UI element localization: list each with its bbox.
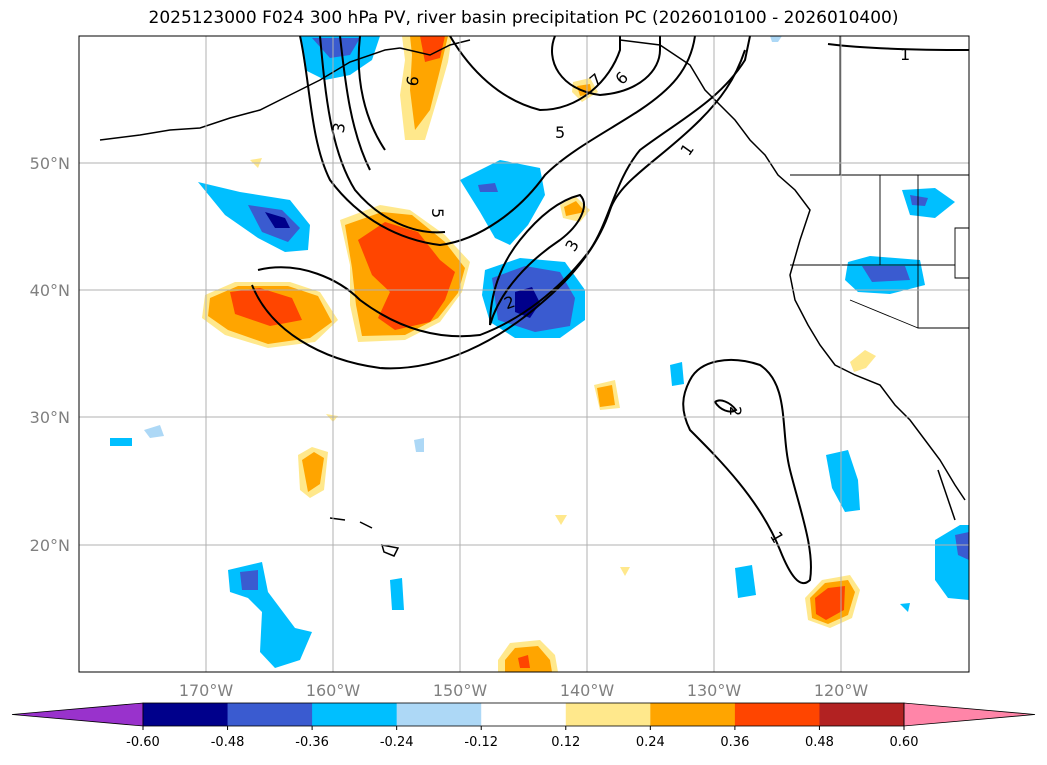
contour-label-3-ridge: 3: [561, 236, 583, 254]
colorbar-tick-label: 0.48: [805, 735, 834, 750]
contour-label-3-trough: 3: [329, 121, 349, 134]
lon-tick-labels: 170°W 160°W 150°W 140°W 130°W 120°W: [179, 681, 869, 700]
colorbar-tick-label: -0.60: [126, 735, 160, 750]
lat-tick-40n: 40°N: [30, 281, 70, 300]
colorbar-extend-high: [903, 702, 1036, 727]
colorbar-frame: [142, 702, 905, 727]
colorbar: -0.60 -0.48 -0.36 -0.24 -0.12 0.12 0.24 0.36 0.4…: [11, 702, 1036, 750]
colorbar-segment: [227, 703, 313, 726]
map-gridlines: [79, 36, 969, 672]
contour-label-5-north: 5: [555, 123, 565, 142]
pv-contours: [251, 36, 969, 585]
state-borders: [790, 36, 969, 329]
colorbar-segment: [143, 703, 229, 726]
colorbar-segment: [396, 703, 482, 726]
colorbar-segment: [819, 703, 905, 726]
colorbar-tick-label: 0.24: [636, 735, 665, 750]
contour-label-1-east: 1: [676, 140, 697, 159]
contour-label-6-west: 6: [402, 74, 422, 87]
colorbar-tick-label: 0.36: [720, 735, 749, 750]
lat-tick-30n: 30°N: [30, 408, 70, 427]
colorbar-segment: [481, 703, 567, 726]
lon-tick-170w: 170°W: [179, 681, 234, 700]
lon-tick-130w: 130°W: [687, 681, 742, 700]
colorbar-segment: [312, 703, 398, 726]
map-title: 2025123000 F024 300 hPa PV, river basin …: [148, 8, 899, 28]
colorbar-tick-label: -0.36: [295, 735, 329, 750]
lat-tick-labels: 20°N 30°N 40°N 50°N: [30, 154, 70, 555]
negative-precip-shading: [110, 36, 969, 668]
coastlines: [99, 39, 966, 557]
lon-tick-140w: 140°W: [560, 681, 615, 700]
lon-tick-150w: 150°W: [433, 681, 488, 700]
colorbar-segment: [734, 703, 820, 726]
lat-tick-50n: 50°N: [30, 154, 70, 173]
map-frame: [78, 35, 970, 673]
colorbar-tick-label: -0.12: [464, 735, 498, 750]
contour-label-5-trough: 5: [428, 208, 447, 218]
contour-label-2-south: 2: [726, 406, 745, 416]
contour-label-6: 6: [611, 68, 632, 89]
colorbar-segment: [650, 703, 736, 726]
colorbar-tick-label: 0.60: [890, 735, 919, 750]
contour-label-1-north: 1: [900, 45, 910, 64]
colorbar-tick-label: -0.24: [380, 735, 414, 750]
lon-tick-160w: 160°W: [306, 681, 361, 700]
colorbar-tick-label: 0.12: [551, 735, 580, 750]
lat-tick-20n: 20°N: [30, 536, 70, 555]
lon-tick-120w: 120°W: [814, 681, 869, 700]
colorbar-extend-low: [11, 702, 144, 727]
colorbar-segment: [565, 703, 651, 726]
map-content: [79, 36, 969, 672]
colorbar-tick-label: -0.48: [211, 735, 245, 750]
positive-precip-shading: [202, 36, 876, 672]
